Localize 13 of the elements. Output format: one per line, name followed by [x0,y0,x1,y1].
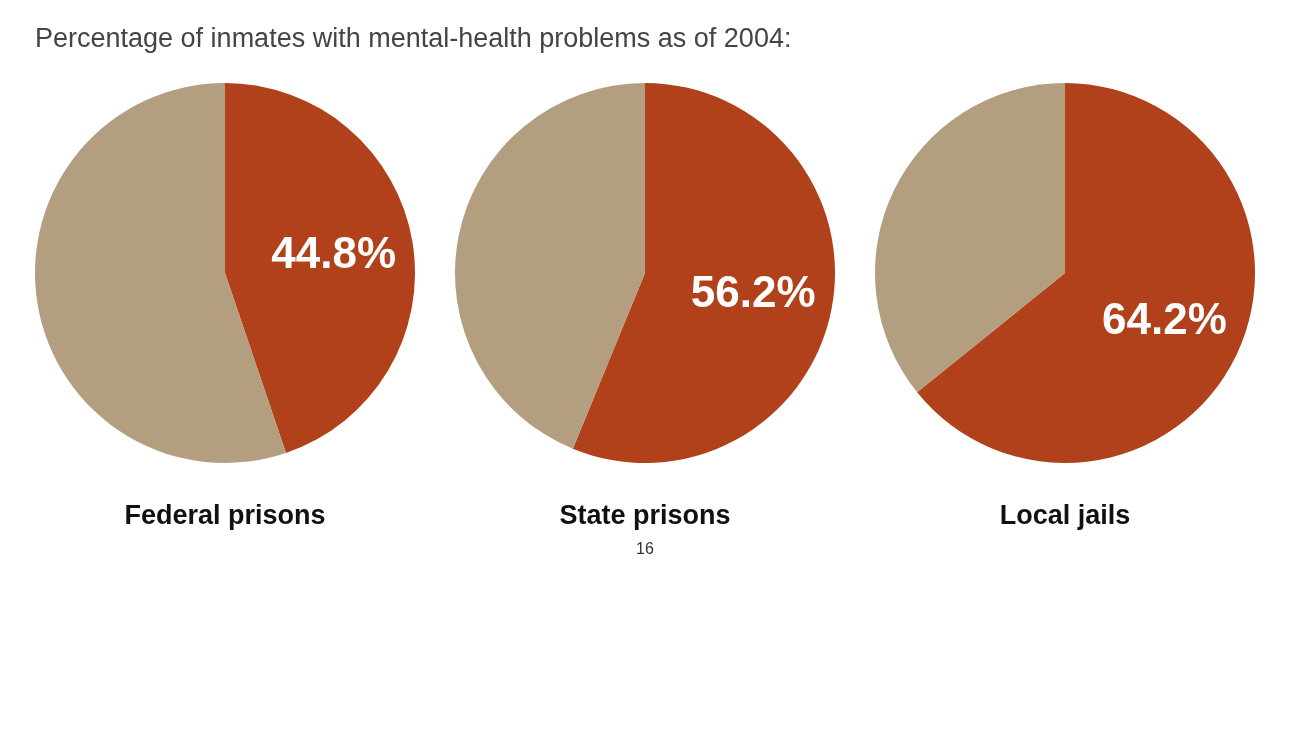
pie-slice [225,83,415,453]
pie-slice [875,83,1065,393]
data-label: 44.8% [271,228,397,278]
chart-title: Percentage of inmates with mental-health problems as of 2004: [35,23,792,53]
text: Local jails [999,500,1131,530]
pie-slice [455,83,645,449]
text: State prisons [559,500,731,530]
data-label: 56.2% [690,267,816,317]
pie-slice [917,83,1255,463]
text: Federal prisons [124,500,326,530]
text: 16 [636,540,654,557]
data-label: 64.2% [1102,293,1227,343]
pie-slice [572,83,835,463]
